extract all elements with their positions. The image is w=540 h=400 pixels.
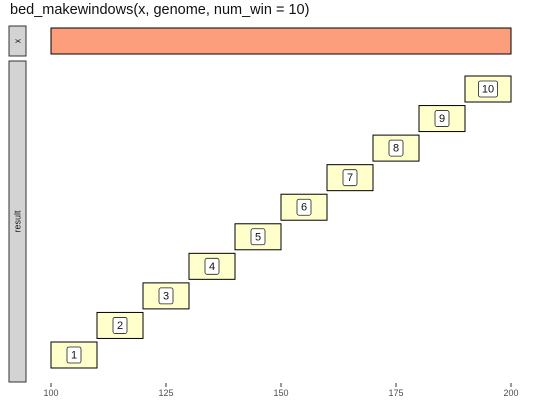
window-label-6: 6	[301, 202, 307, 214]
window-label-box-8	[388, 139, 404, 157]
facet-strip-result	[8, 60, 27, 383]
window-label-box-2	[112, 317, 128, 334]
x-tick-label-200: 200	[503, 388, 518, 398]
window-label-8: 8	[393, 143, 399, 155]
window-label-4: 4	[209, 261, 215, 273]
window-label-5: 5	[255, 231, 261, 243]
window-label-box-7	[342, 169, 358, 187]
window-label-3: 3	[163, 290, 169, 302]
x-tick-label-175: 175	[388, 388, 403, 398]
window-label-box-9	[434, 110, 450, 127]
window-label-box-10	[478, 80, 498, 98]
x-tick-label-150: 150	[273, 388, 288, 398]
window-label-box-1	[66, 346, 82, 364]
window-label-box-4	[204, 257, 220, 275]
x-tick-label-125: 125	[158, 388, 173, 398]
x-axis: 100 125 150 175 200	[43, 383, 519, 398]
window-label-1: 1	[71, 350, 77, 362]
facet-strip-label-result: result	[13, 210, 23, 233]
facet-strip-label-x: x	[13, 38, 23, 43]
interval-x	[50, 27, 512, 55]
facet-strips: x result	[8, 25, 27, 383]
window-label-box-5	[250, 228, 266, 246]
window-label-7: 7	[347, 172, 353, 184]
window-label-box-6	[296, 198, 312, 216]
window-label-9: 9	[439, 113, 445, 125]
chart-title: bed_makewindows(x, genome, num_win = 10)	[10, 2, 310, 18]
window-label-10: 10	[482, 84, 494, 96]
window-label-2: 2	[117, 320, 123, 332]
facet-panels: 1 2 3 4 5 6 7 8 9 10	[50, 27, 512, 369]
window-label-box-3	[158, 287, 174, 305]
window-5	[234, 223, 282, 251]
x-tick-label-100: 100	[43, 388, 58, 398]
facet-strip-x	[8, 25, 27, 57]
